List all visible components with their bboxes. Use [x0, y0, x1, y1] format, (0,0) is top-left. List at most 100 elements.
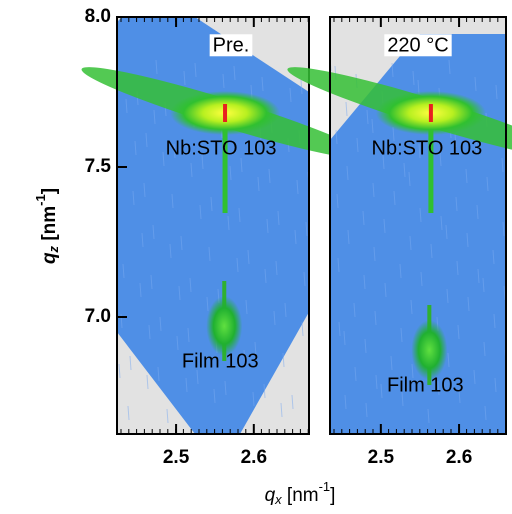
peak [206, 296, 243, 356]
texture [457, 324, 460, 340]
texture [194, 62, 197, 78]
x-tick-label: 2.6 [446, 447, 472, 468]
y-axis-label: qz [nm-1] [33, 188, 61, 264]
texture [189, 277, 192, 293]
texture [335, 129, 338, 145]
texture [338, 321, 341, 337]
texture [303, 271, 306, 287]
texture [365, 402, 368, 418]
texture [493, 313, 496, 329]
x-label-close: ] [330, 485, 335, 506]
texture [336, 193, 339, 209]
texture [300, 79, 303, 95]
texture [280, 402, 283, 418]
texture [373, 246, 376, 262]
texture [374, 310, 377, 326]
y-label-close: ] [39, 188, 60, 194]
texture [366, 109, 369, 125]
texture [224, 380, 227, 396]
title-box [384, 34, 452, 57]
texture [185, 377, 188, 393]
texture [494, 377, 497, 393]
texture [145, 132, 148, 148]
texture [162, 151, 165, 167]
texture [483, 341, 486, 357]
panel-title: Pre. [213, 34, 250, 56]
texture [277, 210, 280, 226]
texture [474, 76, 477, 92]
texture [208, 246, 211, 262]
texture [148, 324, 151, 340]
texture [201, 154, 204, 170]
texture [199, 204, 202, 220]
texture [473, 369, 476, 385]
texture [347, 229, 350, 245]
texture [363, 274, 366, 290]
y-label-sup: -1 [33, 194, 48, 206]
x-label-unit: [nm [282, 485, 319, 506]
texture [166, 408, 169, 424]
texture [391, 62, 394, 78]
frame [116, 16, 310, 435]
texture [132, 190, 135, 206]
texture [266, 218, 269, 234]
texture [345, 101, 348, 117]
texture [427, 408, 430, 424]
texture [134, 140, 137, 156]
texture [153, 109, 156, 125]
texture [243, 349, 246, 365]
texture [301, 321, 304, 337]
texture [127, 405, 130, 421]
texture [159, 316, 162, 332]
texture [501, 157, 504, 173]
texture [382, 154, 385, 170]
texture [371, 118, 374, 134]
y-label-q: q [39, 252, 60, 264]
texture [353, 302, 356, 318]
x-label-sup: -1 [319, 479, 331, 494]
texture [411, 363, 414, 379]
texture [178, 285, 181, 301]
texture [139, 282, 142, 298]
texture [482, 277, 485, 293]
texture [169, 243, 172, 259]
texture [294, 229, 297, 245]
texture [236, 257, 239, 273]
texture [150, 274, 153, 290]
texture [372, 182, 375, 198]
x-tick-label: 2.5 [368, 447, 395, 468]
texture [418, 143, 421, 159]
y-tick-label: 8.0 [85, 6, 111, 27]
x-axis-label: qx [nm-1] [265, 479, 336, 507]
peak-label: Nb:STO 103 [166, 137, 277, 159]
texture [477, 268, 480, 284]
peak-center [428, 104, 433, 122]
texture [254, 341, 257, 357]
texture [420, 271, 423, 287]
x-label-q: q [265, 485, 276, 506]
texture [495, 84, 498, 100]
texture [146, 374, 149, 390]
texture [446, 288, 449, 304]
texture [467, 296, 470, 312]
panel: Nb:STO 103 Film 103 Pre. 2.5 2.6 7.0 7.5 8.0 [81, 6, 369, 468]
texture [440, 215, 443, 231]
texture [240, 157, 243, 173]
texture [173, 143, 176, 159]
texture [383, 218, 386, 234]
texture [143, 182, 146, 198]
texture [447, 352, 450, 368]
texture [268, 168, 271, 184]
texture [157, 366, 160, 382]
texture [291, 394, 294, 410]
texture [484, 405, 487, 421]
y-label-unit: [nm [39, 206, 60, 246]
texture [448, 59, 451, 75]
texture [222, 73, 225, 89]
peak [411, 320, 448, 380]
texture [466, 232, 469, 248]
texture [503, 285, 506, 301]
texture [155, 59, 158, 75]
texture [354, 366, 357, 382]
texture [364, 338, 367, 354]
